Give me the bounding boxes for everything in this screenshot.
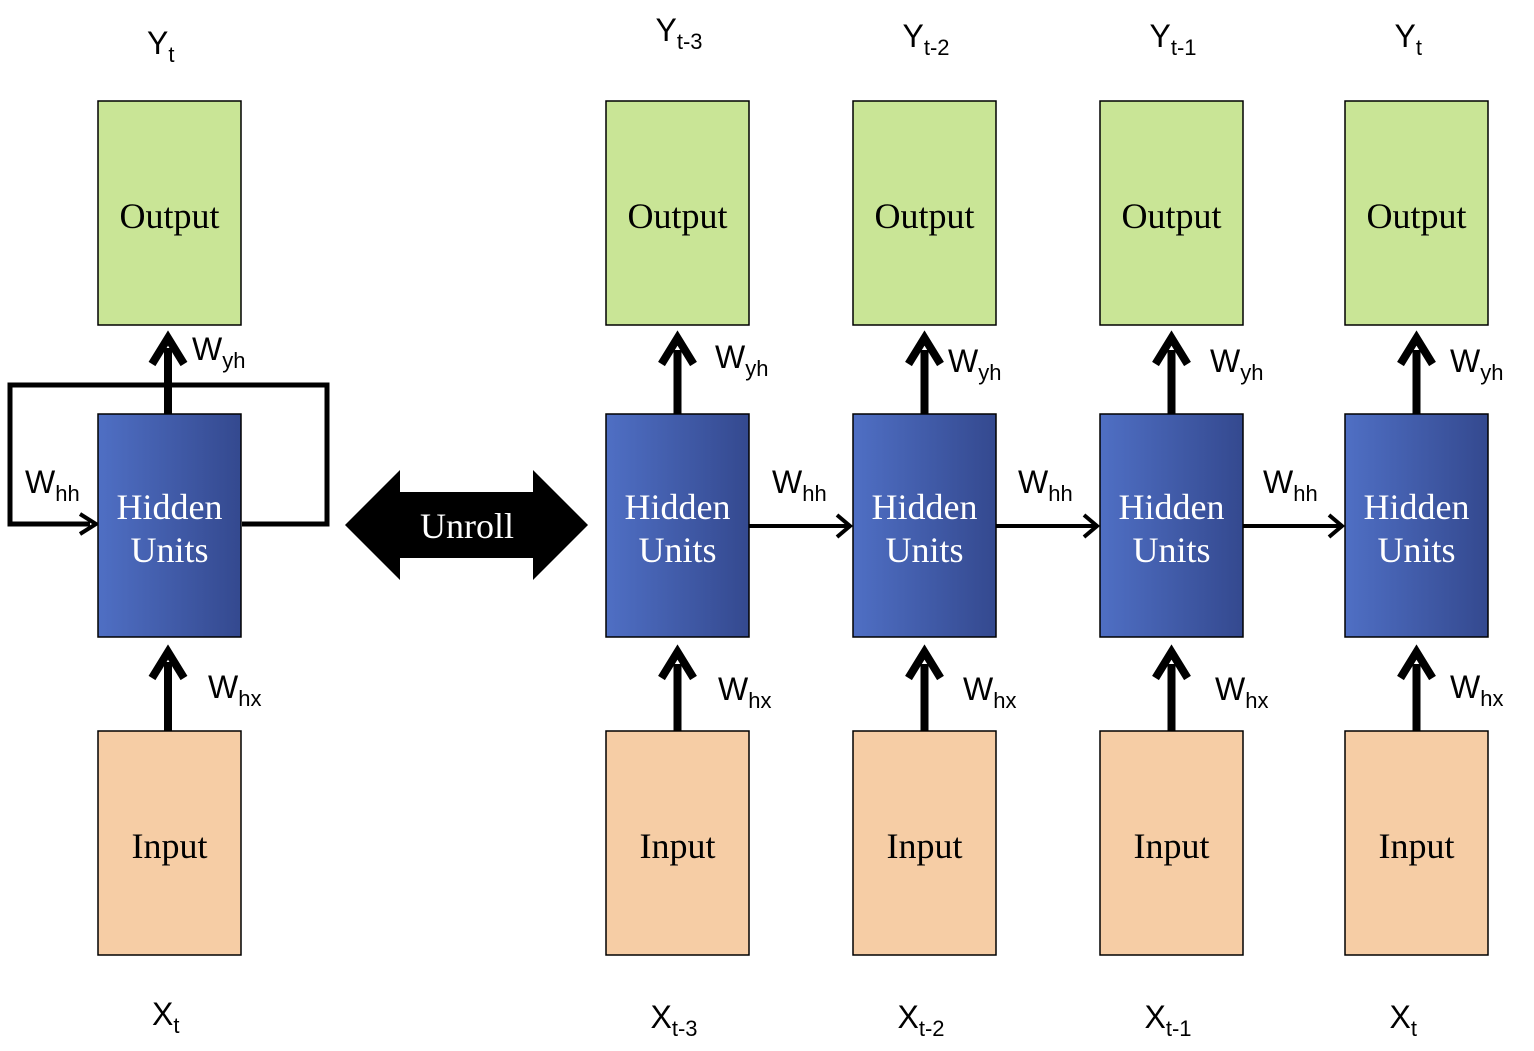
step-input-box [852,730,997,956]
folded-wyh-label: Wyh [192,331,245,373]
step-y-label: Yt-3 [656,12,703,54]
whh-arrowhead [1082,513,1101,539]
folded-recurrent-loop [7,382,330,527]
folded-whx-arrowhead [148,644,188,681]
step-wyh-label: Wyh [715,339,768,381]
step-x-label: Xt-3 [651,999,698,1041]
whh-label: Whh [772,464,827,506]
step-output-box [605,100,750,326]
whh-arrowhead [1327,513,1346,539]
step-hidden-label-line1: Hidden [1119,487,1225,527]
step-whx-label: Whx [1215,671,1268,713]
unroll-arrow-shape [345,470,588,580]
step-hidden-label-line2: Units [1132,530,1210,570]
folded-wyh-arrowhead [148,330,188,367]
step-input-box [1344,730,1489,956]
step-whx-arrowhead [1152,644,1191,681]
folded-hidden-label-line1: Hidden [117,487,223,527]
step-output-label: Output [874,196,974,236]
step-wyh-arrowhead [905,330,944,367]
step-output-label: Output [1121,196,1221,236]
step-hidden-label-line2: Units [638,530,716,570]
unroll-label: Unroll [420,506,514,546]
step-input-box [605,730,750,956]
step-hidden-box [1099,413,1244,638]
step-x-label: Xt-2 [898,999,945,1041]
folded-whx-label: Whx [208,669,261,711]
hidden-transition: Whh [996,464,1101,539]
step-y-label: Yt-2 [903,18,950,60]
step-input-label: Input [1134,826,1210,866]
step-whx-arrowhead [1397,644,1436,681]
step-wyh-arrowhead [658,330,697,367]
step-input-label: Input [640,826,716,866]
step-input-label: Input [887,826,963,866]
folded-loop-arrowhead [78,512,100,536]
folded-rnn: Yt Output Wyh Whh Hidden Units Whx Input… [7,25,330,1038]
folded-hidden-label-line2: Units [130,530,208,570]
folded-hidden-box [97,413,242,638]
step-hidden-label-line1: Hidden [1364,487,1470,527]
unroll-double-arrow: Unroll [345,470,588,580]
whh-label: Whh [1018,464,1073,506]
whh-label: Whh [1263,464,1318,506]
folded-output-label: Output [119,196,219,236]
step-whx-label: Whx [1450,669,1503,711]
whh-arrowhead [835,513,854,539]
folded-output-box [97,100,242,326]
step-hidden-box [852,413,997,638]
step-wyh-arrowhead [1397,330,1436,367]
step-output-box [852,100,997,326]
step-hidden-box [1344,413,1489,638]
step-x-label: Xt-1 [1145,999,1192,1041]
step-whx-label: Whx [963,671,1016,713]
step-output-box [1344,100,1489,326]
folded-whh-label: Whh [25,464,80,506]
step-wyh-arrowhead [1152,330,1191,367]
step-hidden-label-line2: Units [885,530,963,570]
folded-y-label: Yt [147,25,174,67]
step-wyh-label: Wyh [948,343,1001,385]
step-input-box [1099,730,1244,956]
step-hidden-label-line1: Hidden [625,487,731,527]
step-whx-arrowhead [905,644,944,681]
step-hidden-label-line1: Hidden [872,487,978,527]
step-y-label: Yt [1395,18,1422,60]
hidden-transition: Whh [1243,464,1346,539]
step-output-label: Output [1366,196,1466,236]
step-y-label: Yt-1 [1150,18,1197,60]
folded-x-label: Xt [152,996,179,1038]
step-wyh-label: Wyh [1210,343,1263,385]
step-x-label: Xt [1390,999,1417,1041]
step-output-box [1099,100,1244,326]
folded-input-label: Input [132,826,208,866]
unrolled-rnn: Yt-3OutputWyhHiddenUnitsWhxInputXt-3Yt-2… [605,12,1503,1041]
hidden-transition: Whh [749,464,854,539]
step-wyh-label: Wyh [1450,343,1503,385]
step-output-label: Output [627,196,727,236]
step-whx-arrowhead [658,644,697,681]
step-whx-label: Whx [718,671,771,713]
step-hidden-label-line2: Units [1377,530,1455,570]
folded-input-box [97,730,242,956]
step-input-label: Input [1379,826,1455,866]
